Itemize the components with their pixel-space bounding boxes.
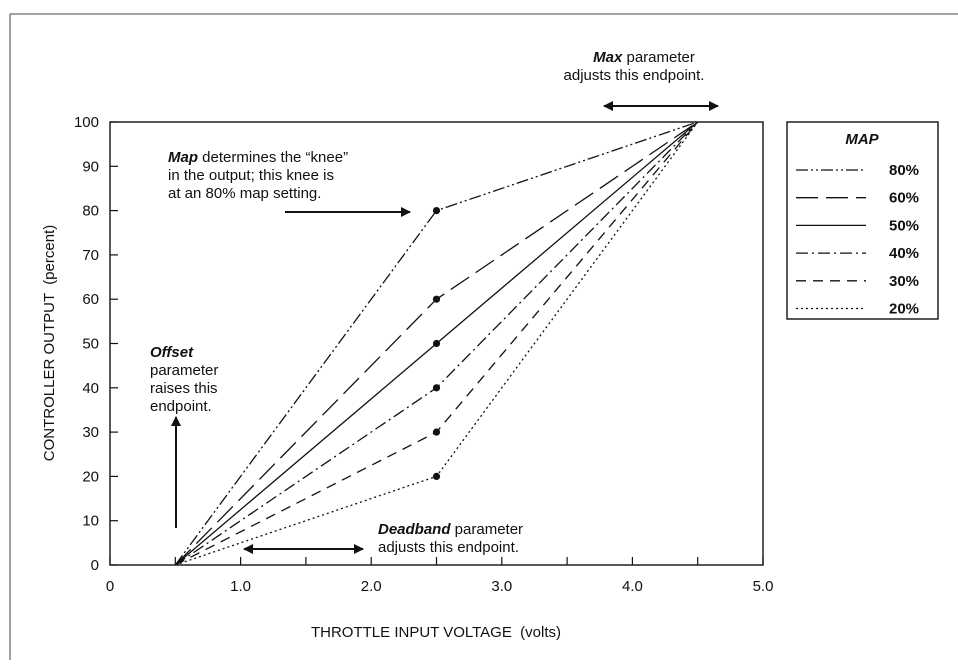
- annotation-map-line3: at an 80% map setting.: [168, 185, 321, 202]
- annotation-deadband-bold: Deadband: [378, 521, 451, 538]
- legend-label-60pct: 60%: [889, 190, 919, 207]
- annotation-map: Map determines the “knee” in the output;…: [168, 149, 411, 217]
- annotation-map-rest: determines the “knee”: [198, 149, 348, 166]
- x-tick-label-4: 4.0: [622, 578, 643, 595]
- svg-text:Deadband parameter: Deadband parameter: [378, 521, 523, 538]
- y-tick-label-4: 40: [82, 380, 99, 397]
- y-axis-ticks: [110, 121, 118, 566]
- y-tick-label-0: 0: [91, 557, 99, 574]
- x-tick-label-3: 3.0: [491, 578, 512, 595]
- y-tick-label-6: 60: [82, 291, 99, 308]
- y-tick-label-5: 50: [82, 336, 99, 353]
- y-axis-tick-labels: 0 10 20 30 40 50 60 70 80 90 100: [74, 114, 99, 574]
- y-tick-label-7: 70: [82, 247, 99, 264]
- y-tick-label-2: 20: [82, 468, 99, 485]
- annotation-max-bold: Max: [593, 49, 623, 66]
- y-tick-label-8: 80: [82, 203, 99, 220]
- legend-label-40pct: 40%: [889, 245, 919, 262]
- x-tick-label-1: 1.0: [230, 578, 251, 595]
- knee-point-50pct: [432, 339, 441, 348]
- legend-label-30pct: 30%: [889, 273, 919, 290]
- x-tick-label-2: 2.0: [361, 578, 382, 595]
- y-axis-label: CONTROLLER OUTPUT (percent): [41, 225, 58, 461]
- annotation-map-bold: Map: [168, 149, 198, 166]
- y-tick-label-3: 30: [82, 424, 99, 441]
- x-axis-tick-labels: 0 1.0 2.0 3.0 4.0 5.0: [106, 578, 774, 595]
- annotation-max: Max parameter adjusts this endpoint.: [564, 49, 719, 111]
- legend-items: 80% 60% 50% 40% 30% 20%: [796, 162, 919, 318]
- legend-title: MAP: [845, 131, 879, 148]
- legend-label-50pct: 50%: [889, 217, 919, 234]
- knee-points: [432, 207, 441, 480]
- legend-label-20pct: 20%: [889, 301, 919, 318]
- x-axis-label: THROTTLE INPUT VOLTAGE (volts): [311, 624, 561, 641]
- x-tick-label-0: 0: [106, 578, 114, 595]
- knee-point-60pct: [432, 295, 441, 303]
- knee-point-80pct: [432, 207, 441, 215]
- y-tick-label-9: 90: [82, 158, 99, 175]
- annotation-deadband: Deadband parameter adjusts this endpoint…: [243, 521, 523, 556]
- knee-point-20pct: [432, 472, 441, 480]
- knee-point-30pct: [432, 428, 441, 436]
- knee-point-40pct: [432, 384, 441, 392]
- annotation-max-line2: adjusts this endpoint.: [564, 67, 705, 84]
- annotation-offset-line2: parameter: [150, 362, 218, 379]
- annotation-offset-line3: raises this: [150, 380, 218, 397]
- annotation-offset-line4: endpoint.: [150, 398, 212, 415]
- x-axis-ticks: [109, 557, 764, 565]
- legend: MAP 80% 60% 50% 40% 30% 20%: [786, 121, 939, 320]
- annotation-deadband-line2: adjusts this endpoint.: [378, 539, 519, 556]
- annotation-map-line2: in the output; this knee is: [168, 167, 334, 184]
- annotation-offset: Offset parameter raises this endpoint.: [150, 344, 218, 528]
- y-tick-label-10: 100: [74, 114, 99, 131]
- svg-text:Map determines the “knee”: Map determines the “knee”: [168, 149, 348, 166]
- x-tick-label-5: 5.0: [753, 578, 774, 595]
- annotation-deadband-rest: parameter: [451, 521, 524, 538]
- annotation-max-rest: parameter: [622, 49, 695, 66]
- svg-text:Max parameter: Max parameter: [593, 49, 695, 66]
- legend-label-80pct: 80%: [889, 162, 919, 179]
- annotation-offset-bold: Offset: [150, 344, 194, 361]
- legend-box: [786, 121, 939, 320]
- y-tick-label-1: 10: [82, 513, 99, 530]
